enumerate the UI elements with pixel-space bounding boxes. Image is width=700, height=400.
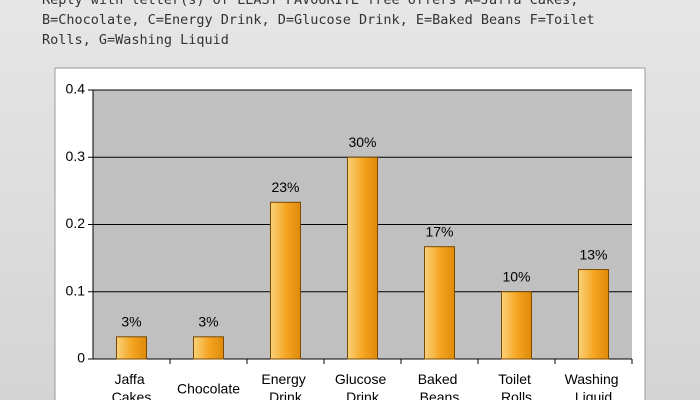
x-tick-label: Glucose Drink — [335, 371, 390, 400]
data-label: 3% — [198, 314, 218, 330]
data-label: 3% — [121, 314, 141, 330]
y-tick-label: 0.1 — [66, 282, 86, 298]
data-label: 17% — [425, 223, 453, 239]
y-tick-label: 0 — [77, 350, 85, 366]
data-label: 13% — [579, 246, 607, 262]
data-label: 23% — [271, 179, 299, 195]
bar — [270, 201, 301, 360]
chart-title: Reply with letter(s) of LEAST FAVOURITE … — [42, 0, 603, 48]
x-tick-label: Baked Beans — [418, 371, 462, 400]
data-label: 10% — [502, 268, 530, 284]
x-tick-label: Chocolate — [177, 381, 240, 397]
bar — [347, 156, 378, 360]
x-tick-label: Washing Liquid — [565, 371, 623, 400]
y-tick-label: 0.4 — [66, 81, 86, 97]
bar — [116, 336, 147, 360]
data-label: 30% — [348, 134, 376, 150]
bar — [193, 336, 224, 360]
y-tick-label: 0.3 — [66, 148, 86, 164]
x-tick-label: Jaffa Cakes — [112, 371, 152, 400]
x-tick-label: Toilet Rolls — [498, 371, 535, 400]
bar — [424, 246, 455, 360]
bar — [578, 269, 609, 360]
bar — [501, 291, 532, 360]
x-tick-label: Energy Drink — [261, 371, 309, 400]
y-tick-label: 0.2 — [66, 215, 86, 231]
